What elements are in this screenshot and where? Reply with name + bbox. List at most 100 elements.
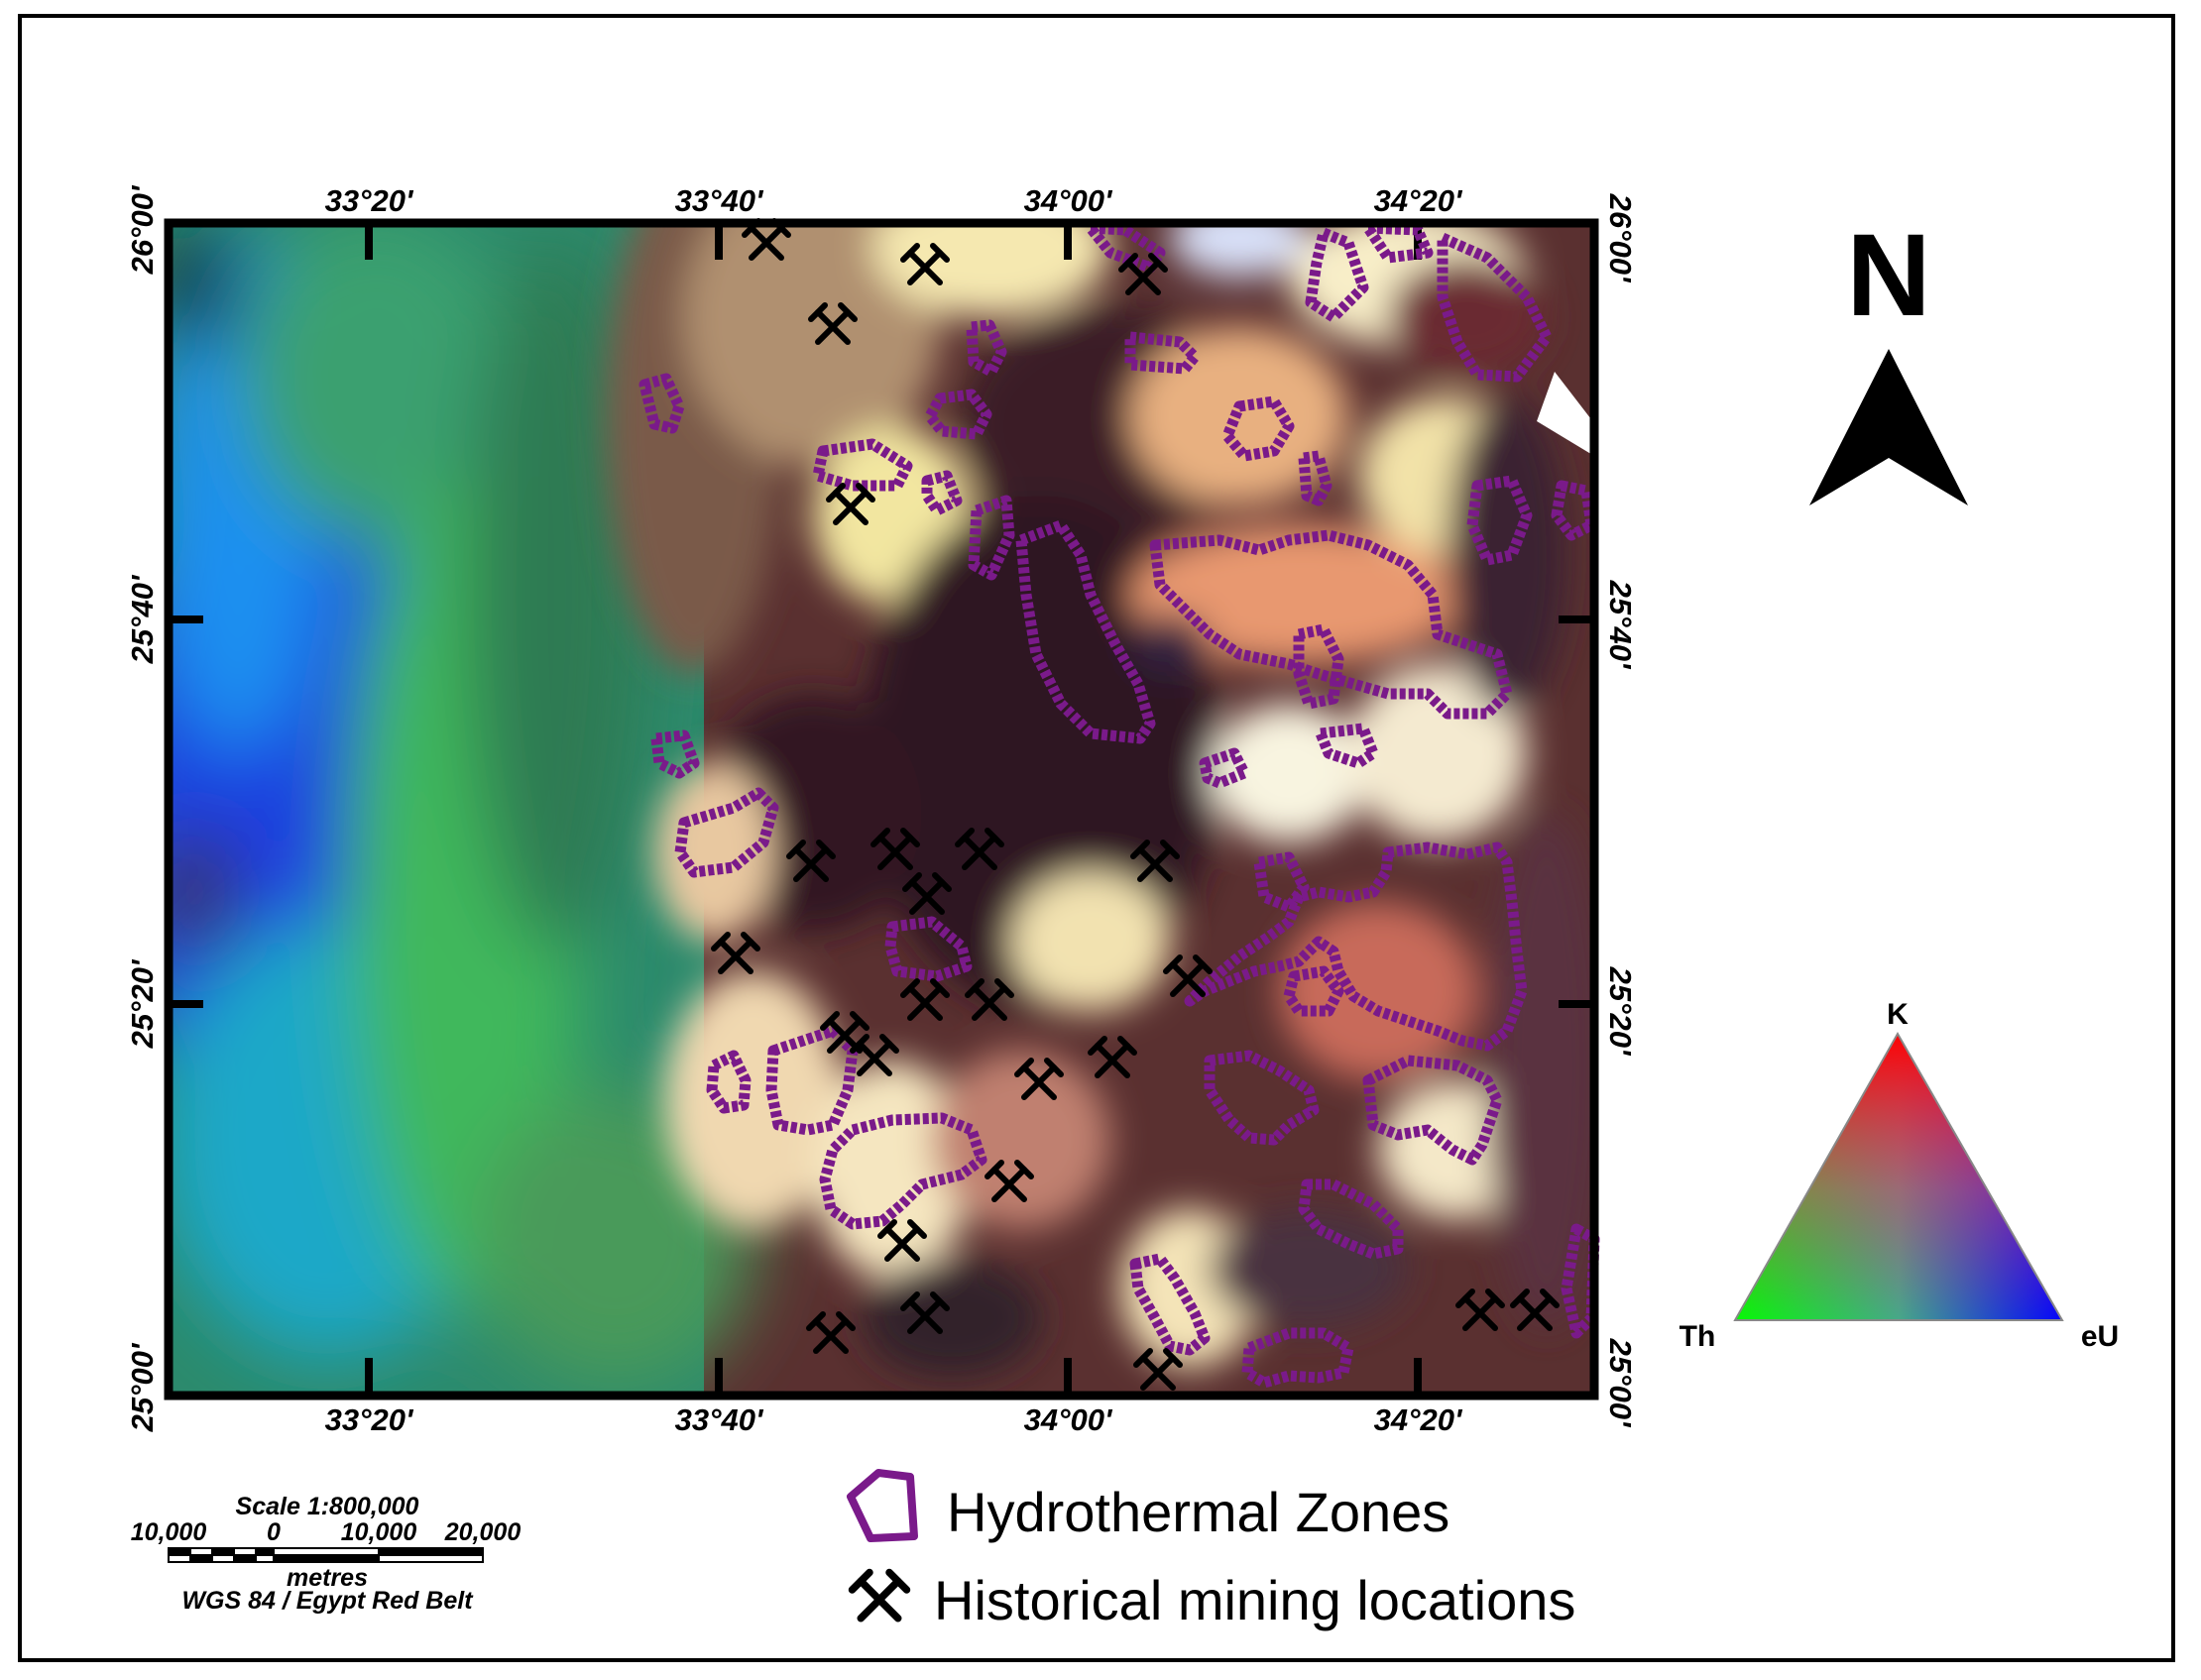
mining-location-icon <box>806 1311 856 1354</box>
ternary-label-k: K <box>1887 998 1909 1031</box>
axis-label-right: 26°00' <box>1603 193 1638 283</box>
hydrothermal-zone <box>924 389 992 440</box>
hydrothermal-zone <box>674 787 779 878</box>
mining-location-icon <box>902 872 952 915</box>
mining-location-icon <box>826 483 875 525</box>
mining-location-icon <box>711 932 760 974</box>
axis-label-right: 25°20' <box>1603 966 1638 1057</box>
hydrothermal-zone <box>765 1025 859 1136</box>
mining-location-icon <box>900 1291 950 1334</box>
hydrothermal-zone <box>1362 222 1434 264</box>
axis-label-bottom: 34°00' <box>1024 1402 1113 1437</box>
scale-tick-label: 10,000 <box>131 1518 207 1546</box>
hydrothermal-zones <box>638 222 1600 1389</box>
north-arrow-icon <box>1809 349 1968 505</box>
mining-location-icon <box>1014 1058 1064 1100</box>
hydrothermal-zone <box>966 319 1007 378</box>
hydrothermal-zone <box>1124 331 1201 375</box>
scale-bar-graphic <box>168 1547 484 1563</box>
hydrothermal-zone <box>1015 519 1156 744</box>
hydrothermal-zone <box>1283 965 1344 1017</box>
scale-bar: Scale 1:800,000 10,000 0 10,000 20,000 m… <box>131 1493 521 1615</box>
mining-location-icon <box>808 302 858 345</box>
ternary-legend: K Th eU <box>1680 998 2120 1353</box>
hydrothermal-zone-legend-icon <box>847 1469 918 1542</box>
mining-location-icon <box>985 1160 1034 1202</box>
grid-ticks <box>169 223 1594 1396</box>
hydrothermal-zone <box>1315 723 1379 769</box>
projection-label: WGS 84 / Egypt Red Belt <box>181 1587 474 1615</box>
ternary-label-th: Th <box>1680 1320 1716 1353</box>
axis-label-left: 25°00' <box>125 1342 160 1432</box>
axis-label-left: 25°40' <box>125 574 160 664</box>
mining-location-icon <box>850 1034 899 1076</box>
mining-location-icon <box>1118 253 1168 295</box>
hydrothermal-zone <box>1221 395 1295 462</box>
hydrothermal-zone <box>1199 747 1250 789</box>
map-frame <box>18 14 2175 1662</box>
mining-location-icon <box>1088 1036 1137 1078</box>
legend-label-mining: Historical mining locations <box>934 1569 1575 1631</box>
hydrothermal-zone <box>650 729 700 779</box>
axis-label-right: 25°40' <box>1603 580 1638 670</box>
axis-label-top: 33°20' <box>325 183 414 218</box>
mining-location-icon <box>877 1219 927 1262</box>
axis-label-bottom: 34°20' <box>1374 1402 1463 1437</box>
scale-title: Scale 1:800,000 <box>236 1493 419 1520</box>
hydrothermal-zone <box>1129 1253 1211 1356</box>
hydrothermal-zone <box>638 373 685 434</box>
axis-label-top: 34°20' <box>1374 183 1463 218</box>
hydrothermal-zone <box>1149 529 1513 720</box>
mining-location-icon <box>900 243 950 285</box>
mining-location-icon <box>1130 840 1180 882</box>
hydrothermal-zone <box>1362 1055 1503 1166</box>
mining-location-icon <box>900 978 950 1021</box>
hydrothermal-zone <box>968 495 1015 581</box>
scale-tick-label: 10,000 <box>341 1518 417 1546</box>
mining-location-icon <box>1133 1348 1183 1391</box>
mining-location-icon <box>786 840 836 882</box>
hydrothermal-zone <box>1293 623 1344 710</box>
axis-label-bottom: 33°20' <box>325 1402 414 1437</box>
axis-label-left: 25°20' <box>125 958 160 1049</box>
map-legend: Hydrothermal Zones Historical mining loc… <box>847 1469 1575 1631</box>
mining-location-icon <box>1510 1288 1560 1331</box>
axis-label-left: 26°00' <box>125 184 160 275</box>
mining-location-icon <box>870 828 920 870</box>
mining-locations <box>711 218 1560 1391</box>
hydrothermal-zone <box>1305 227 1369 323</box>
hydrothermal-zone <box>1437 232 1553 383</box>
axis-label-right: 25°00' <box>1603 1338 1638 1428</box>
hydrothermal-zone <box>1298 450 1332 506</box>
hydrothermal-zone <box>706 1050 752 1114</box>
mining-location-icon <box>1163 954 1213 997</box>
hydrothermal-zone <box>1241 1327 1354 1389</box>
legend-label-hydrothermal: Hydrothermal Zones <box>947 1481 1449 1543</box>
hydrothermal-zone <box>1298 1178 1404 1260</box>
hydrothermal-zone <box>819 1112 987 1230</box>
map-border <box>164 218 1599 1400</box>
mining-legend-icon <box>848 1568 911 1623</box>
hydrothermal-zone <box>1561 1223 1600 1339</box>
hydrothermal-zone <box>884 916 973 982</box>
axis-label-top: 34°00' <box>1024 183 1113 218</box>
scale-tick-label: 0 <box>267 1518 281 1546</box>
axis-label-bottom: 33°40' <box>675 1402 764 1437</box>
mining-location-icon <box>955 828 1004 870</box>
north-arrow: N <box>1809 210 1968 505</box>
axis-top: 33°20' 33°40' 34°00' 34°20' <box>325 183 1463 218</box>
hydrothermal-zone <box>1551 480 1597 541</box>
axis-label-top: 33°40' <box>675 183 764 218</box>
hydrothermal-zone <box>1184 841 1528 1052</box>
hydrothermal-zone <box>812 438 913 492</box>
mining-location-icon <box>1455 1288 1505 1331</box>
axis-right: 26°00' 25°40' 25°20' 25°00' <box>1603 193 1638 1428</box>
ternary-label-eu: eU <box>2081 1320 2119 1353</box>
scale-unit: metres <box>287 1564 368 1592</box>
axis-bottom: 33°20' 33°40' 34°00' 34°20' <box>325 1402 1463 1437</box>
north-label: N <box>1846 210 1930 341</box>
axis-left: 26°00' 25°40' 25°20' 25°00' <box>125 184 160 1432</box>
scale-tick-label: 20,000 <box>444 1518 521 1546</box>
hydrothermal-zone <box>921 470 963 516</box>
